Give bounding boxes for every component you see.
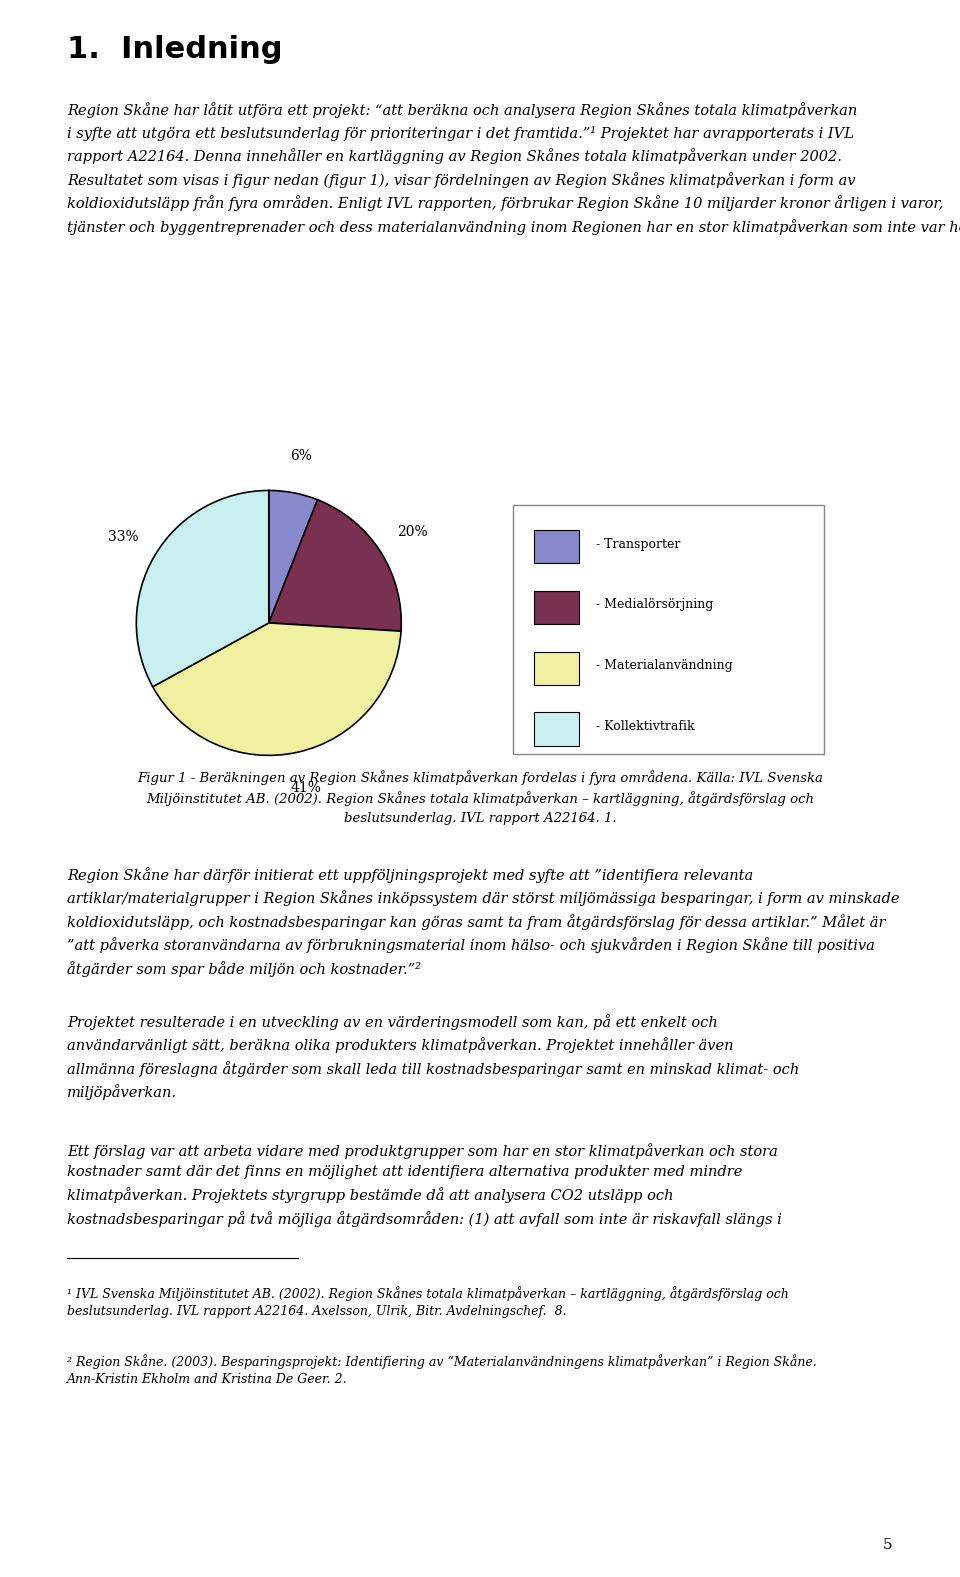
FancyBboxPatch shape: [513, 505, 824, 754]
Text: Region Skåne har låtit utföra ett projekt: “att beräkna och analysera Region Skå: Region Skåne har låtit utföra ett projek…: [67, 103, 960, 235]
Text: - Materialanvändning: - Materialanvändning: [596, 659, 732, 672]
Wedge shape: [153, 623, 401, 755]
FancyBboxPatch shape: [534, 591, 579, 624]
FancyBboxPatch shape: [534, 530, 579, 563]
Text: 20%: 20%: [396, 525, 427, 539]
Text: 41%: 41%: [290, 781, 322, 795]
Text: 1.  Inledning: 1. Inledning: [67, 35, 282, 63]
Text: 5: 5: [883, 1538, 893, 1552]
Wedge shape: [136, 490, 269, 686]
Wedge shape: [269, 500, 401, 631]
Text: - Kollektivtrafik: - Kollektivtrafik: [596, 719, 695, 733]
FancyBboxPatch shape: [534, 651, 579, 684]
Text: Projektet resulterade i en utveckling av en värderingsmodell som kan, på ett enk: Projektet resulterade i en utveckling av…: [67, 1014, 800, 1101]
Text: 6%: 6%: [290, 449, 311, 464]
Wedge shape: [269, 490, 318, 623]
Text: ² Region Skåne. (2003). Besparingsprojekt: Identifiering av “Materialanvändninge: ² Region Skåne. (2003). Besparingsprojek…: [67, 1355, 817, 1386]
FancyBboxPatch shape: [534, 713, 579, 746]
Text: Figur 1 - Beräkningen av Region Skånes klimatpåverkan fordelas i fyra områdena. : Figur 1 - Beräkningen av Region Skånes k…: [137, 770, 823, 825]
Text: Ett förslag var att arbeta vidare med produktgrupper som har en stor klimatpåver: Ett förslag var att arbeta vidare med pr…: [67, 1143, 782, 1227]
Text: 33%: 33%: [108, 530, 138, 544]
Text: Region Skåne har därför initierat ett uppföljningsprojekt med syfte att ”identif: Region Skåne har därför initierat ett up…: [67, 867, 900, 976]
Text: - Transporter: - Transporter: [596, 538, 681, 550]
Text: ¹ IVL Svenska Miljöinstitutet AB. (2002). Region Skånes totala klimatpåverkan – : ¹ IVL Svenska Miljöinstitutet AB. (2002)…: [67, 1287, 789, 1318]
Text: - Medialörsörjning: - Medialörsörjning: [596, 598, 713, 612]
